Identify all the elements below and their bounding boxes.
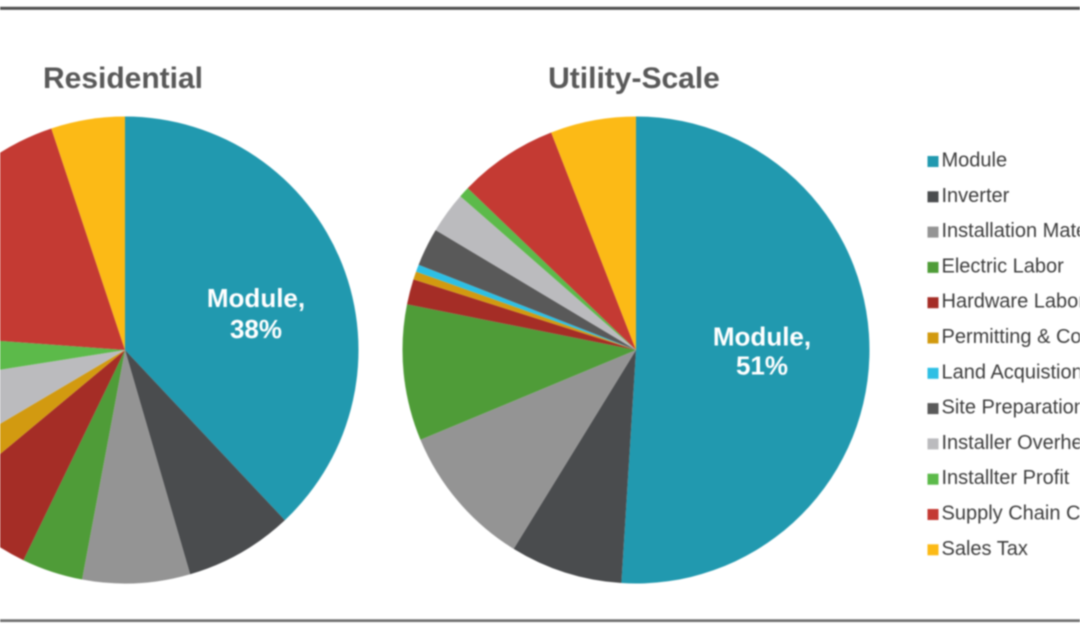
svg-text:Site Preparation: Site Preparation (942, 397, 1080, 419)
svg-text:38%: 38% (230, 314, 282, 344)
svg-text:Land Acquistion: Land Acquistion (942, 361, 1080, 383)
svg-text:Supply Chain Costs: Supply Chain Costs (942, 503, 1080, 525)
svg-text:Residential: Residential (43, 62, 203, 95)
svg-text:Inverter: Inverter (942, 185, 1010, 207)
svg-text:Installter Profit: Installter Profit (942, 467, 1070, 489)
svg-text:Electric Labor: Electric Labor (942, 255, 1065, 277)
svg-text:Module: Module (942, 150, 1008, 172)
svg-text:51%: 51% (736, 351, 788, 381)
svg-text:Sales Tax: Sales Tax (942, 538, 1028, 560)
svg-text:Module,: Module, (713, 322, 811, 352)
svg-text:Installer Overhead: Installer Overhead (942, 432, 1080, 454)
svg-text:Hardware Labor: Hardware Labor (942, 291, 1080, 313)
svg-text:Module,: Module, (207, 283, 305, 313)
svg-text:Permitting & Commissioning: Permitting & Commissioning (942, 326, 1080, 348)
svg-text:Utility-Scale: Utility-Scale (548, 62, 720, 95)
svg-text:Installation Materials: Installation Materials (942, 220, 1080, 242)
